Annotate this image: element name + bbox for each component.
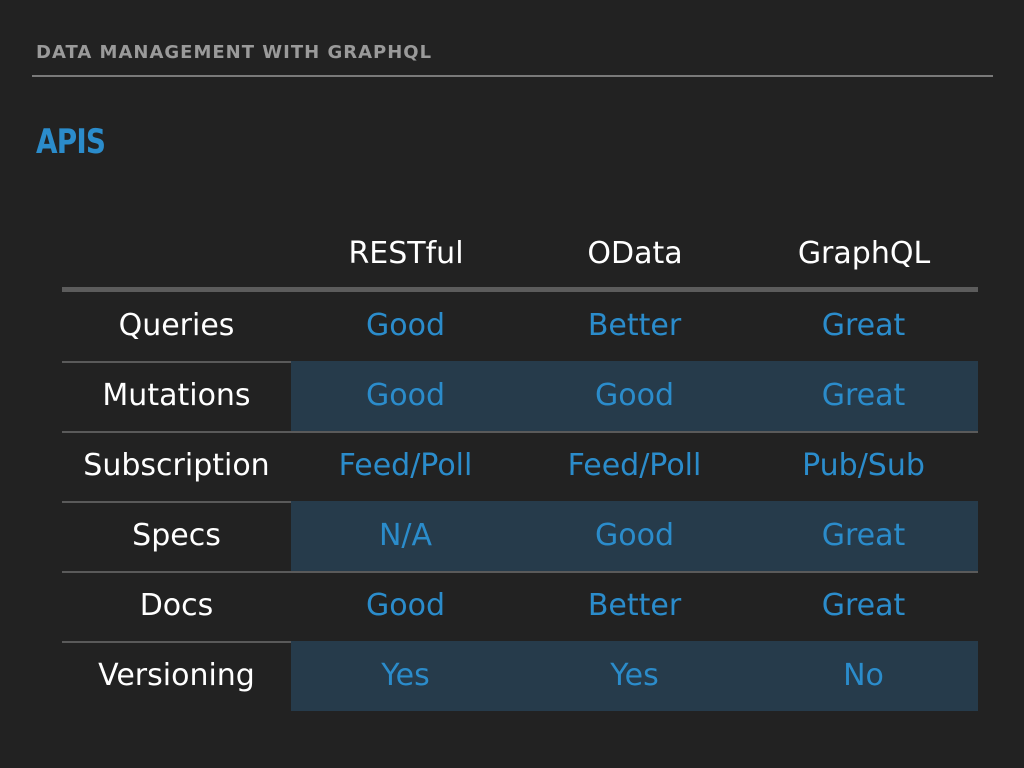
row-label: Mutations [102, 378, 251, 413]
table-cell: Pub/Sub [802, 448, 925, 483]
column-header-odata: OData [587, 236, 683, 271]
row-shading [291, 641, 978, 711]
table-row-docs: Docs Good Better Great [62, 571, 978, 643]
table-cell: Great [821, 378, 906, 413]
slide-title: APIS [36, 122, 106, 162]
table-cell: Good [366, 378, 445, 413]
section-title: DATA MANAGEMENT WITH GRAPHQL [36, 42, 433, 63]
table-cell: Yes [610, 658, 659, 693]
table-cell: N/A [378, 518, 433, 553]
table-cell: Yes [381, 658, 430, 693]
row-label: Docs [139, 588, 214, 623]
row-divider [62, 571, 978, 573]
table-row-versioning: Versioning Yes Yes No [62, 641, 978, 711]
column-header-restful: RESTful [348, 236, 464, 271]
table-cell: Great [821, 588, 906, 623]
table-row-subscription: Subscription Feed/Poll Feed/Poll Pub/Sub [62, 431, 978, 503]
table-cell: Good [366, 588, 445, 623]
table-row-mutations: Mutations Good Good Great [62, 361, 978, 433]
column-header-graphql: GraphQL [797, 236, 931, 271]
row-divider [62, 431, 978, 433]
table-cell: Better [587, 588, 682, 623]
table-cell: Good [366, 308, 445, 343]
table-row-queries: Queries Good Better Great [62, 291, 978, 363]
row-label: Versioning [98, 658, 255, 693]
table-cell: Good [595, 378, 674, 413]
table-cell: Good [595, 518, 674, 553]
table-cell: Great [821, 308, 906, 343]
table-cell: Feed/Poll [567, 448, 702, 483]
table-cell: Great [821, 518, 906, 553]
row-label: Subscription [83, 448, 270, 483]
header-divider [32, 75, 993, 77]
row-label: Queries [118, 308, 235, 343]
row-label: Specs [132, 518, 221, 553]
table-header-divider [62, 287, 978, 292]
table-row-specs: Specs N/A Good Great [62, 501, 978, 573]
row-shading [291, 361, 978, 431]
row-shading [291, 501, 978, 571]
table-cell: Feed/Poll [338, 448, 473, 483]
table-cell: Better [587, 308, 682, 343]
table-cell: No [843, 658, 884, 693]
